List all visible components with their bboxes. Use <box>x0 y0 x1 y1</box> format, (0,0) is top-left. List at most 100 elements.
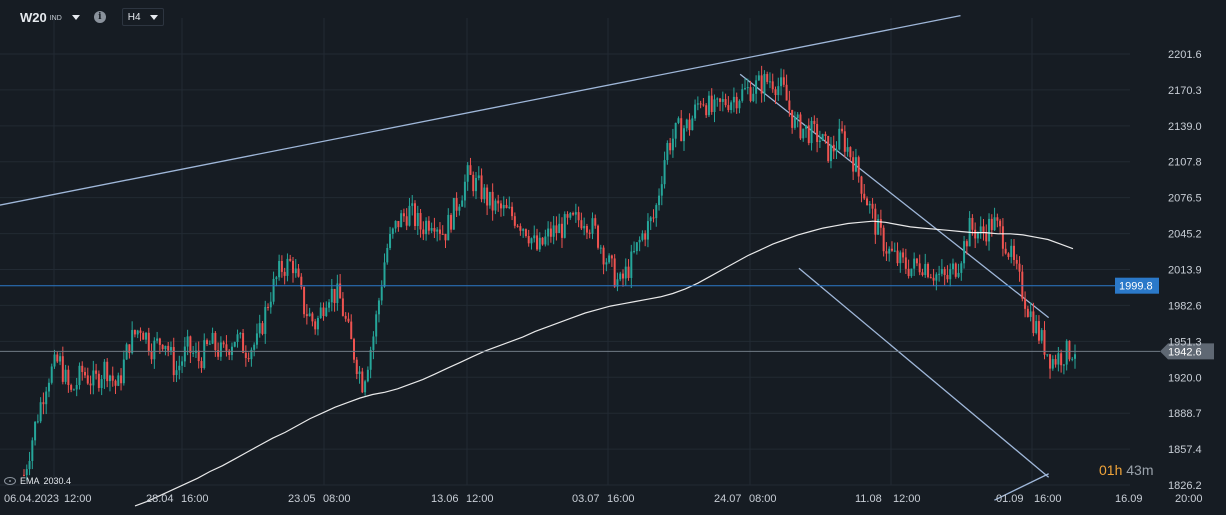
candle-body <box>169 347 172 351</box>
candle-body <box>730 102 733 111</box>
candle-body <box>70 385 73 390</box>
candle-body <box>61 356 64 382</box>
x-tick-label: 23.05 <box>288 493 316 505</box>
candle-body <box>100 379 103 388</box>
candle-body <box>333 288 336 304</box>
candle-body <box>56 354 59 362</box>
trendlines <box>0 15 1050 501</box>
candle-body <box>416 212 419 226</box>
candle-body <box>530 238 533 244</box>
candle-body <box>927 263 930 278</box>
candle-body <box>200 361 203 369</box>
candle-body <box>688 119 691 131</box>
candle-body <box>441 233 444 235</box>
candle-body <box>364 381 367 393</box>
candle-body <box>583 226 586 229</box>
candle-body <box>400 213 403 228</box>
candle-body <box>818 140 821 142</box>
candle-body <box>954 263 957 277</box>
candle-body <box>142 332 145 340</box>
candle-body <box>78 365 81 385</box>
candle-body <box>707 95 710 116</box>
candle-body <box>466 165 469 182</box>
candle-body <box>569 212 572 218</box>
candle-body <box>666 143 669 161</box>
candle-body <box>799 114 802 139</box>
candle-body <box>663 160 666 185</box>
candle-body <box>885 251 888 254</box>
candle-body <box>613 258 616 287</box>
candle-body <box>125 344 128 360</box>
candle-body <box>1054 359 1057 365</box>
chevron-down-icon[interactable] <box>71 14 80 20</box>
candle-body <box>133 330 136 335</box>
candle-body <box>336 283 339 304</box>
candle-body <box>264 306 267 334</box>
candle-body <box>536 235 539 250</box>
candle-body <box>907 268 910 277</box>
candle-body <box>635 242 638 252</box>
candle-body <box>150 351 153 360</box>
candle-body <box>610 255 613 259</box>
candle-body <box>627 266 630 278</box>
candle-body <box>1037 321 1040 341</box>
timeframe-selector[interactable]: H4 <box>121 8 164 26</box>
candle-body <box>67 369 70 386</box>
candle-body <box>53 354 56 367</box>
candle-body <box>547 228 550 237</box>
candle-body <box>203 340 206 369</box>
candle-body <box>960 263 963 273</box>
candle-body <box>305 314 308 317</box>
x-tick-label: 16:00 <box>607 493 635 505</box>
countdown-hours: 01h <box>1099 462 1123 478</box>
y-tick-label: 1857.4 <box>1168 444 1202 456</box>
candle-body <box>158 338 161 345</box>
candle-body <box>189 336 192 353</box>
candle-body <box>619 273 622 280</box>
candle-body <box>81 365 84 372</box>
candle-body <box>702 104 705 106</box>
ema-line <box>134 220 1074 507</box>
level-label: 1999.8 <box>1119 281 1153 293</box>
symbol-selector[interactable]: W20 IND <box>0 10 80 25</box>
candle-body <box>261 323 264 334</box>
candle-body <box>649 217 652 222</box>
y-tick-label: 1888.7 <box>1168 408 1202 420</box>
candle-body <box>430 227 433 231</box>
candle-body <box>597 225 600 248</box>
candle-body <box>766 74 769 82</box>
candle-body <box>436 229 439 232</box>
candle-body <box>425 220 428 235</box>
indicator-legend[interactable]: EMA 2030.4 <box>4 476 71 486</box>
candle-body <box>103 361 106 380</box>
candle-body <box>965 241 968 247</box>
candle-body <box>1074 354 1076 359</box>
candle-body <box>946 275 949 280</box>
candle-body <box>1043 330 1046 355</box>
candle-body <box>951 263 954 270</box>
candle-body <box>760 75 763 94</box>
candle-body <box>31 440 34 462</box>
candle-body <box>97 373 100 388</box>
candle-body <box>355 359 358 374</box>
timeframe-label: H4 <box>127 11 141 23</box>
candle-body <box>896 250 899 264</box>
candle-body <box>660 184 663 196</box>
candle-body <box>982 226 985 233</box>
info-icon[interactable]: i <box>93 11 106 23</box>
candle-body <box>47 382 50 392</box>
candle-body <box>59 356 62 362</box>
candle-body <box>735 96 738 109</box>
ema-path <box>134 220 1074 507</box>
candle-body <box>1049 354 1052 369</box>
eye-icon[interactable] <box>4 477 16 485</box>
candle-body <box>239 333 242 335</box>
candle-body <box>23 474 25 476</box>
candle-body <box>805 125 808 129</box>
candle-body <box>516 225 519 227</box>
candle-body <box>860 176 863 194</box>
candle-body <box>463 181 466 201</box>
indicator-value: 2030.4 <box>43 476 72 486</box>
trendline-channel-bottom <box>798 267 1050 478</box>
